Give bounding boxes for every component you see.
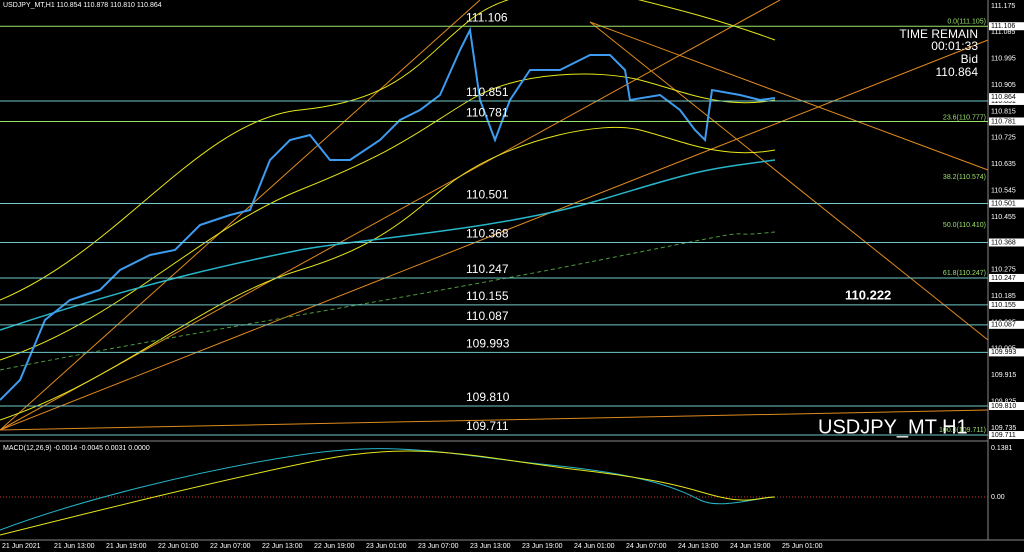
price-box — [989, 199, 1024, 208]
fib-label: 38.2(110.574) — [943, 174, 986, 181]
price-axis-label: 110.905 — [991, 82, 1016, 89]
price-box — [989, 300, 1024, 309]
level-label: 110.851 — [466, 85, 509, 99]
band-mid — [0, 73, 776, 361]
fib-label: 50.0(110.410) — [943, 222, 986, 229]
fib-label: 23.6(110.777) — [943, 114, 986, 121]
gann-line — [0, 0, 781, 431]
symbol-info: USDJPY_MT,H1 110.854 110.878 110.810 110… — [3, 2, 162, 9]
price-box-label: 110.247 — [991, 275, 1016, 282]
price-box-label: 110.501 — [991, 200, 1016, 207]
price-axis-label: 109.735 — [991, 425, 1016, 432]
price-axis-label: 109.825 — [991, 398, 1016, 405]
moving-average-slow — [0, 231, 776, 371]
watermark: USDJPY_MT H1 — [818, 416, 968, 438]
time-axis-label: 22 Jun 13:00 — [262, 543, 303, 550]
trend-line — [589, 21, 989, 341]
macd-title: MACD(12,26,9) -0.0014 -0.0045 0.0031 0.0… — [3, 445, 150, 452]
time-axis-label: 25 Jun 01:00 — [782, 543, 823, 550]
price-box-label: 109.810 — [991, 403, 1016, 410]
price-box — [989, 320, 1024, 329]
time-axis-label: 22 Jun 07:00 — [210, 543, 251, 550]
price-box — [989, 402, 1024, 411]
level-label: 111.106 — [466, 10, 508, 24]
time-axis-label: 24 Jun 07:00 — [626, 543, 667, 550]
gann-line — [0, 0, 481, 431]
price-box — [989, 238, 1024, 247]
time-axis-label: 24 Jun 19:00 — [730, 543, 771, 550]
time-axis-label: 23 Jun 01:00 — [366, 543, 407, 550]
macd-axis-label: 0.1381 — [991, 445, 1013, 452]
price-box-label: 110.781 — [991, 118, 1016, 125]
level-label: 110.155 — [466, 289, 509, 303]
timer-time: 00:01:33 — [931, 39, 978, 53]
price-box-label: 109.711 — [991, 432, 1016, 439]
time-axis-label: 22 Jun 19:00 — [314, 543, 355, 550]
trend-line — [589, 21, 989, 171]
price-box-label: 110.851 — [991, 98, 1016, 105]
fib-label: 100.0(109.711) — [939, 427, 986, 434]
bid-label: Bid — [961, 52, 978, 66]
macd-signal — [0, 450, 776, 536]
band-lower — [0, 126, 776, 421]
time-axis-label: 24 Jun 13:00 — [678, 543, 719, 550]
level-label: 110.087 — [466, 309, 509, 323]
level-label: 110.247 — [466, 262, 509, 276]
level-label: 109.711 — [466, 419, 509, 433]
fib-label: 0.0(111.105) — [947, 18, 986, 25]
price-axis-label: 109.915 — [991, 372, 1016, 379]
price-axis-label: 110.455 — [991, 214, 1016, 221]
time-axis-label: 21 Jun 19:00 — [106, 543, 147, 550]
band-upper — [0, 0, 776, 301]
level-label: 110.501 — [466, 188, 509, 202]
time-axis-label: 21 Jun 13:00 — [54, 543, 95, 550]
price-box — [989, 348, 1024, 357]
time-axis-label: 23 Jun 19:00 — [522, 543, 563, 550]
price-axis-label: 110.995 — [991, 56, 1016, 63]
price-axis-label: 110.545 — [991, 187, 1016, 194]
price-box — [989, 22, 1024, 31]
time-axis-label: 21 Jun 2021 — [2, 543, 41, 550]
price-box-label: 109.993 — [991, 349, 1016, 356]
price-axis-label: 110.815 — [991, 108, 1016, 115]
price-box-label: 110.155 — [991, 302, 1016, 309]
time-axis-label: 22 Jun 01:00 — [158, 543, 199, 550]
level-label: 110.781 — [466, 106, 509, 120]
time-axis-label: 23 Jun 07:00 — [418, 543, 459, 550]
price-axis-label: 111.085 — [991, 29, 1015, 36]
price-box — [989, 273, 1024, 282]
level-label: 109.810 — [466, 390, 510, 404]
gann-line — [0, 39, 989, 431]
overlays — [0, 0, 989, 431]
price-box-label: 110.087 — [991, 322, 1016, 329]
price-axis-label: 110.275 — [991, 267, 1016, 274]
bid-box — [989, 93, 1024, 102]
target-label: 110.222 — [845, 287, 891, 302]
price-trace — [0, 26, 776, 401]
price-box — [989, 431, 1024, 440]
macd-axis-label: 0.00 — [991, 494, 1005, 501]
price-axis-label: 111.175 — [991, 3, 1015, 10]
time-axis-label: 23 Jun 13:00 — [470, 543, 511, 550]
level-label: 110.368 — [466, 227, 509, 241]
price-axis-label: 110.725 — [991, 135, 1016, 142]
price-axis-label: 110.635 — [991, 161, 1016, 168]
price-box — [989, 117, 1024, 126]
price-box-label: 110.368 — [991, 239, 1016, 246]
bid-box-label: 110.864 — [991, 94, 1016, 101]
level-label: 109.993 — [466, 337, 510, 351]
time-axis-label: 24 Jun 01:00 — [574, 543, 615, 550]
bid-value: 110.864 — [936, 65, 979, 79]
price-box-label: 111.106 — [991, 23, 1015, 30]
gann-line — [0, 409, 989, 431]
timer-title: TIME REMAIN — [899, 27, 978, 41]
fib-label: 61.8(110.247) — [943, 270, 986, 277]
price-axis-label: 110.185 — [991, 293, 1016, 300]
